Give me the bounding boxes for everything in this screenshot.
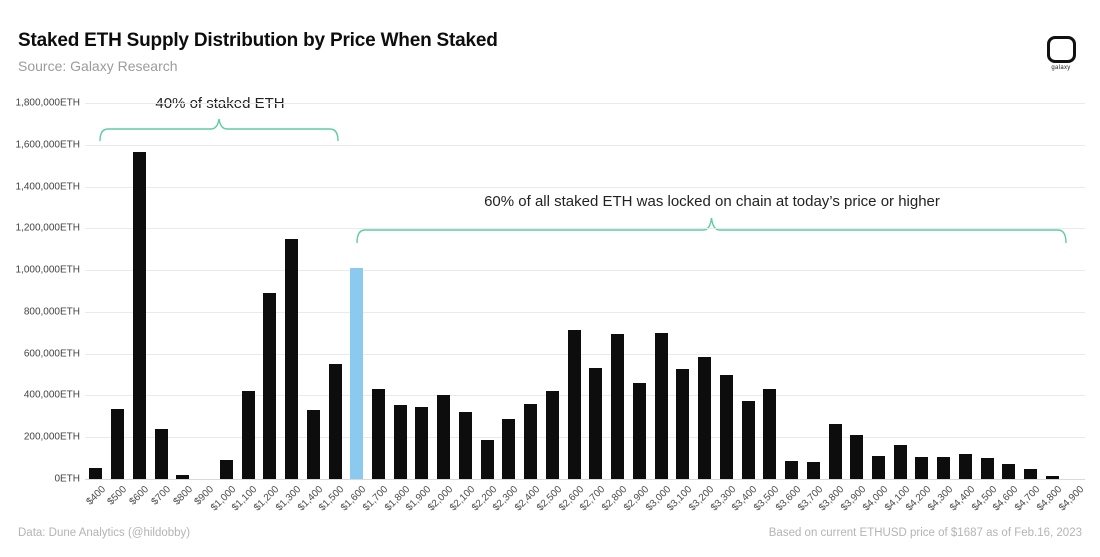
gridline [85,437,1085,439]
gridline [85,270,1085,272]
bar [132,152,146,479]
y-axis-tick-label: 1,800,000ETH [15,97,81,109]
y-axis-tick-label: 600,000ETH [23,348,80,360]
bar [154,429,168,479]
x-axis-tick-label: $600 [127,484,152,508]
bar [632,383,646,479]
bar [393,405,407,479]
bar [741,401,755,479]
bar [871,456,885,479]
x-axis-tick-label: $400 [84,484,108,508]
right-brace-icon [356,217,1067,244]
bar [893,445,907,479]
bar [1045,476,1059,479]
gridline [85,479,1085,480]
left-brace-icon [99,118,339,142]
bar [980,458,994,479]
y-axis-tick-label: 1,600,000ETH [15,139,81,151]
y-axis-tick-label: 200,000ETH [23,431,80,443]
bar [1024,469,1038,479]
bar [937,457,951,479]
bar [698,357,712,479]
bar [763,389,777,479]
y-axis-tick-label: 400,000ETH [23,389,80,401]
gridline [85,228,1085,230]
x-axis-tick-label: $700 [149,484,173,508]
bar [458,412,472,479]
data-credit: Data: Dune Analytics (@hildobby) [18,527,191,539]
y-axis-tick-label: 1,400,000ETH [15,181,81,193]
bar [589,368,603,479]
gridline [85,353,1085,355]
bar [524,404,538,479]
bar [850,435,864,479]
galaxy-logo-label: galaxy [1051,65,1071,71]
bar [480,440,494,479]
brace-path [99,118,339,142]
gridline [85,311,1085,313]
bar [806,462,820,479]
bar [915,457,929,479]
y-axis-tick-label: 1,000,000ETH [15,264,81,276]
bar [502,419,516,479]
bar [241,391,255,479]
bar [719,375,733,479]
bar [676,369,690,479]
bar [176,475,190,479]
bar [958,454,972,479]
annotation-60-percent: 60% of all staked ETH was locked on chai… [481,193,943,210]
bar-highlighted [350,268,364,479]
gridline [85,395,1085,397]
bar [545,391,559,479]
y-axis-tick-label: 0ETH [54,473,80,485]
galaxy-logo-icon [1046,36,1076,63]
bar [111,409,125,479]
bar [263,293,277,479]
bar [219,460,233,479]
gridline [85,186,1085,188]
bar [306,410,320,479]
y-axis-tick-label: 800,000ETH [23,306,80,318]
galaxy-logo: galaxy [1036,36,1086,71]
brace-path [356,217,1067,244]
gridline [85,144,1085,146]
page-title: Staked ETH Supply Distribution by Price … [18,30,498,51]
bar [654,333,668,479]
y-axis-tick-label: 1,200,000ETH [15,222,81,234]
bar [785,461,799,479]
bar [89,468,103,479]
x-axis-tick-label: $500 [105,484,130,508]
bar [567,330,581,479]
bar [328,364,342,479]
gridline [85,103,1085,104]
bar [828,424,842,479]
bar [285,239,299,479]
bar [371,389,385,479]
x-axis-tick-label: $800 [171,484,195,508]
price-note: Based on current ETHUSD price of $1687 a… [768,527,1082,539]
source-subtitle: Source: Galaxy Research [18,58,178,74]
bar [1002,464,1016,479]
bar [437,395,451,479]
bar [611,334,625,479]
bar [415,407,429,479]
